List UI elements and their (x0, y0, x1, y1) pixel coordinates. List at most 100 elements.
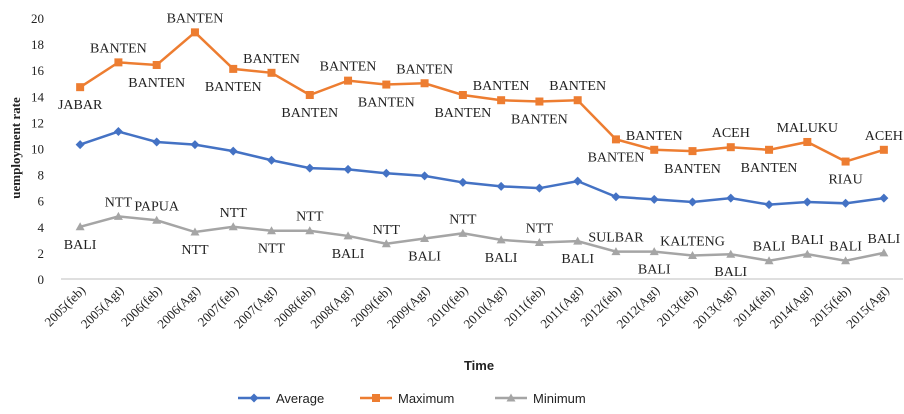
point-label: BANTEN (434, 106, 491, 121)
point (381, 239, 391, 248)
point (190, 28, 199, 37)
point (573, 176, 583, 186)
point (420, 171, 430, 181)
point-label: BANTEN (128, 76, 185, 91)
point-label: NTT (220, 206, 248, 221)
y-tick-label: 6 (38, 194, 45, 209)
point (152, 137, 162, 147)
point-label: BANTEN (511, 113, 568, 128)
point-label: NTT (526, 221, 554, 236)
point (114, 58, 123, 67)
point (420, 234, 430, 243)
point (802, 249, 812, 258)
point (726, 193, 736, 203)
point (506, 393, 516, 402)
point (879, 145, 888, 154)
point-label: BANTEN (205, 80, 262, 95)
point-label: NTT (105, 195, 133, 210)
point-label: BALI (829, 240, 862, 255)
point-label: MALUKU (777, 121, 838, 136)
point (190, 227, 200, 236)
point-label: JABAR (58, 98, 103, 113)
point (841, 256, 851, 265)
point (649, 247, 659, 256)
y-tick-label: 14 (31, 89, 45, 104)
point (190, 140, 200, 150)
y-tick-label: 20 (31, 11, 44, 26)
point (249, 393, 259, 403)
series-line (79, 30, 885, 163)
point-label: BALI (868, 232, 901, 247)
point (611, 135, 620, 144)
point (267, 155, 276, 165)
point-label: BALI (408, 250, 441, 265)
point (573, 236, 583, 245)
point (458, 90, 467, 99)
point (879, 248, 889, 257)
point-label: NTT (181, 243, 209, 258)
point-label: BANTEN (549, 79, 606, 94)
point (343, 231, 353, 240)
point (650, 145, 659, 154)
point-label: BANTEN (664, 162, 721, 177)
point (113, 127, 123, 137)
point (534, 237, 544, 246)
series-line (79, 130, 885, 206)
point-label: BANTEN (358, 96, 415, 111)
point (458, 177, 468, 187)
point (267, 226, 276, 235)
series-line (79, 215, 885, 263)
point (726, 249, 736, 258)
point-label: BALI (791, 233, 824, 248)
point (803, 137, 812, 146)
point (152, 215, 162, 224)
point (458, 228, 468, 237)
y-tick-label: 8 (38, 168, 45, 183)
point (228, 146, 238, 156)
point (75, 140, 85, 150)
y-axis-title: uemployment rate (8, 97, 23, 199)
legend-label: Maximum (398, 391, 454, 406)
point (688, 197, 697, 207)
point-label: BALI (638, 263, 671, 278)
point-label: BALI (332, 247, 365, 262)
point (765, 145, 774, 154)
point (497, 96, 506, 105)
point (534, 183, 544, 193)
point-label: KALTENG (660, 235, 725, 250)
point-label: BANTEN (281, 106, 338, 121)
point (344, 76, 353, 85)
point (764, 256, 774, 265)
y-tick-label: 12 (31, 115, 44, 130)
y-tick-label: 18 (31, 37, 44, 52)
point (688, 147, 697, 156)
point (372, 394, 380, 402)
y-tick-label: 16 (31, 63, 45, 78)
point (611, 192, 621, 202)
point (802, 197, 812, 207)
point (611, 247, 621, 256)
point-label: NTT (373, 223, 401, 238)
point-label: BANTEN (167, 11, 224, 26)
point-label: ACEH (865, 129, 903, 144)
point (879, 193, 889, 203)
point-label: BANTEN (396, 62, 453, 77)
point-label: PAPUA (134, 199, 180, 214)
point-label: BALI (753, 240, 786, 255)
point-label: BANTEN (90, 41, 147, 56)
point (267, 68, 276, 77)
y-tick-label: 0 (38, 272, 45, 287)
point-label: BANTEN (473, 79, 530, 94)
point-label: BALI (714, 265, 747, 280)
point (420, 79, 429, 88)
point (573, 96, 582, 105)
point (75, 222, 85, 231)
point (305, 90, 314, 99)
point (229, 64, 238, 73)
point-label: NTT (296, 210, 324, 225)
legend-label: Average (276, 391, 324, 406)
point (381, 168, 391, 178)
point-label: NTT (258, 242, 286, 257)
point (496, 181, 506, 191)
